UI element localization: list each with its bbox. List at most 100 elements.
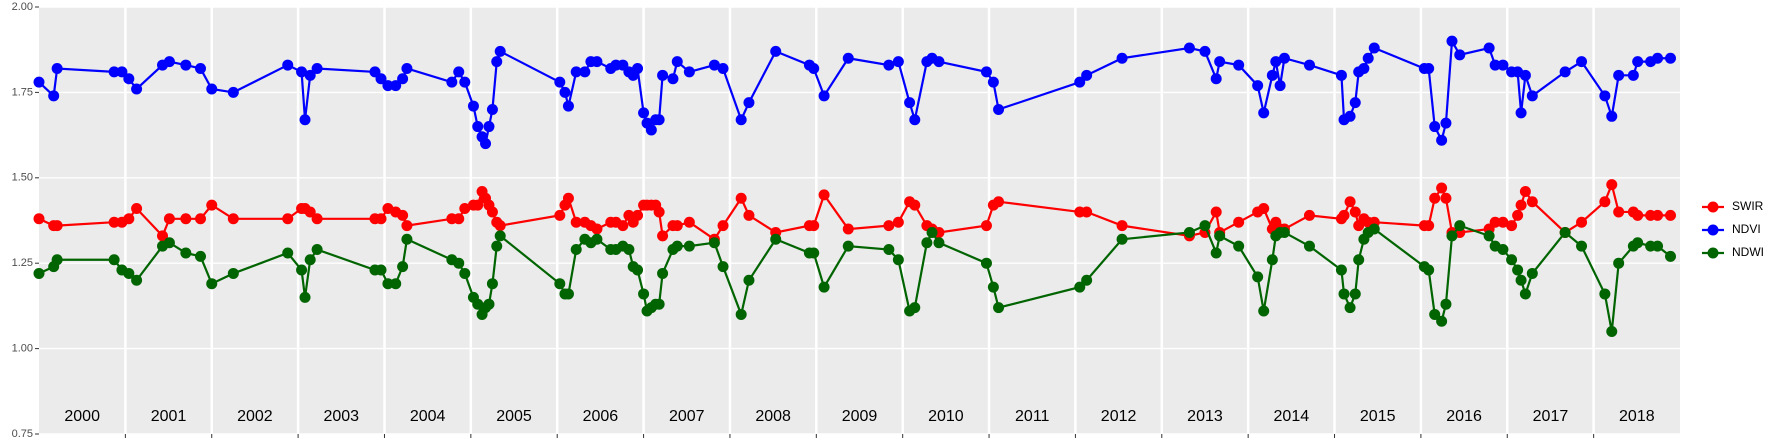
data-point xyxy=(1116,220,1128,232)
data-point xyxy=(653,298,665,310)
data-point xyxy=(157,230,169,242)
data-point xyxy=(1362,52,1374,64)
data-point xyxy=(480,138,492,150)
data-point xyxy=(743,274,755,286)
data-point xyxy=(180,247,192,259)
data-point xyxy=(375,73,387,85)
data-point xyxy=(1303,240,1315,252)
data-point xyxy=(1497,59,1509,71)
data-point xyxy=(1183,42,1195,54)
data-point xyxy=(472,121,484,133)
data-point xyxy=(1526,196,1538,208)
data-point xyxy=(1429,121,1441,133)
data-point xyxy=(33,213,45,225)
data-point xyxy=(909,199,921,211)
data-point xyxy=(390,80,402,92)
data-point xyxy=(1258,305,1270,317)
data-point xyxy=(632,62,644,74)
data-point xyxy=(1210,247,1222,259)
data-point xyxy=(632,264,644,276)
data-point xyxy=(770,233,782,245)
data-point xyxy=(904,97,916,109)
data-point xyxy=(282,59,294,71)
data-point xyxy=(570,216,582,228)
data-point xyxy=(554,209,566,221)
data-point xyxy=(683,66,695,78)
data-point xyxy=(653,114,665,126)
legend-label: NDVI xyxy=(1732,222,1761,236)
data-point xyxy=(1429,192,1441,204)
data-point xyxy=(382,80,394,92)
data-point xyxy=(1519,69,1531,81)
data-point xyxy=(311,62,323,74)
year-label: 2000 xyxy=(64,408,100,425)
y-tick-label: 2.00 xyxy=(12,1,33,13)
data-point xyxy=(559,86,571,98)
y-tick-label: 1.25 xyxy=(12,257,33,269)
data-point xyxy=(735,114,747,126)
data-point xyxy=(1664,209,1676,221)
data-point xyxy=(657,230,669,242)
data-point xyxy=(491,56,503,68)
y-tick-label: 1.75 xyxy=(12,86,33,98)
data-point xyxy=(554,76,566,88)
data-point xyxy=(638,288,650,300)
data-point xyxy=(1349,288,1361,300)
data-point xyxy=(51,62,63,74)
data-point xyxy=(683,240,695,252)
data-point xyxy=(1270,56,1282,68)
data-point xyxy=(296,66,308,78)
data-point xyxy=(1483,42,1495,54)
data-point xyxy=(1632,209,1644,221)
data-point xyxy=(1423,62,1435,74)
data-point xyxy=(1349,206,1361,218)
data-point xyxy=(1258,107,1270,119)
data-point xyxy=(671,220,683,232)
data-point xyxy=(33,76,45,88)
data-point xyxy=(987,76,999,88)
data-point xyxy=(1116,233,1128,245)
data-point xyxy=(909,114,921,126)
year-label: 2010 xyxy=(928,408,964,425)
data-point xyxy=(1436,315,1448,327)
data-point xyxy=(1497,216,1509,228)
legend-swatch xyxy=(1707,201,1719,213)
data-point xyxy=(163,237,175,249)
data-point xyxy=(1081,69,1093,81)
data-point xyxy=(163,56,175,68)
data-point xyxy=(401,220,413,232)
data-point xyxy=(51,254,63,266)
data-point xyxy=(892,254,904,266)
data-point xyxy=(1512,209,1524,221)
year-label: 2014 xyxy=(1274,408,1310,425)
legend-label: NDWI xyxy=(1732,245,1764,259)
data-point xyxy=(1436,134,1448,146)
data-point xyxy=(1506,254,1518,266)
data-point xyxy=(1233,216,1245,228)
year-label: 2008 xyxy=(755,408,791,425)
data-point xyxy=(717,220,729,232)
data-point xyxy=(883,220,895,232)
data-point xyxy=(717,62,729,74)
data-point xyxy=(1349,97,1361,109)
data-point xyxy=(1252,271,1264,283)
data-point xyxy=(1210,73,1222,85)
data-point xyxy=(375,264,387,276)
data-point xyxy=(1489,216,1501,228)
data-point xyxy=(554,278,566,290)
data-point xyxy=(494,230,506,242)
data-point xyxy=(1081,206,1093,218)
data-point xyxy=(1338,209,1350,221)
data-point xyxy=(708,237,720,249)
data-point xyxy=(591,233,603,245)
data-point xyxy=(933,237,945,249)
data-point xyxy=(808,62,820,74)
data-point xyxy=(459,203,471,215)
year-label: 2017 xyxy=(1533,408,1569,425)
data-point xyxy=(638,107,650,119)
data-point xyxy=(51,220,63,232)
year-label: 2013 xyxy=(1187,408,1223,425)
data-point xyxy=(397,209,409,221)
year-label: 2004 xyxy=(410,408,446,425)
year-label: 2015 xyxy=(1360,408,1396,425)
